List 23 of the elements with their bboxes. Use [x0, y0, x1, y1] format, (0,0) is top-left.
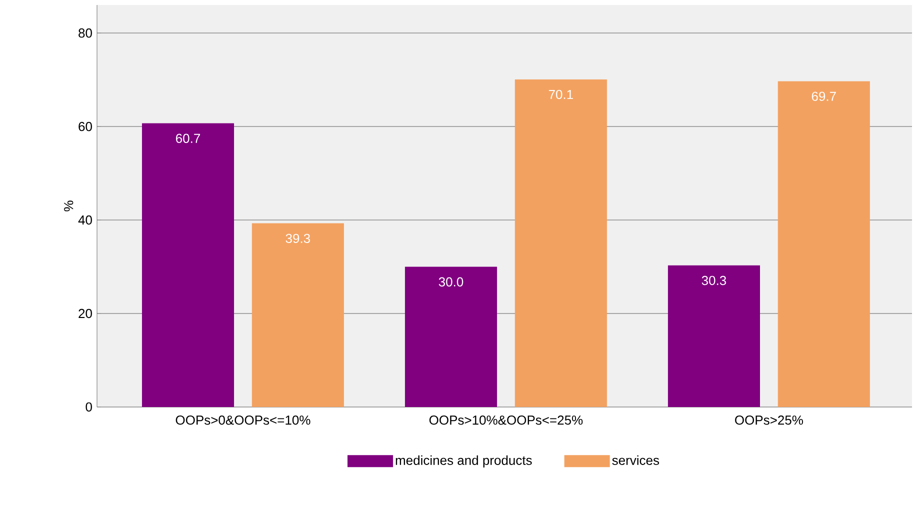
- data-label: 30.3: [702, 276, 726, 286]
- legend-label: medicines and products: [396, 455, 532, 468]
- data-label: 70.1: [548, 90, 573, 100]
- x-tick-label: OOPs>10%&OOPs<=25%: [429, 416, 583, 425]
- y-tick-label: 80: [78, 28, 92, 38]
- bar: [514, 79, 607, 407]
- data-label: 39.3: [286, 234, 310, 244]
- bar: [404, 266, 498, 407]
- y-axis-title: %: [64, 200, 74, 212]
- x-tick-label: OOPs>25%: [735, 416, 803, 425]
- bar: [668, 265, 760, 407]
- y-tick-label: 60: [78, 122, 92, 132]
- y-tick-label: 20: [78, 308, 92, 318]
- data-label: 69.7: [812, 92, 836, 101]
- data-label: 60.7: [176, 134, 200, 143]
- legend-label: services: [612, 455, 660, 465]
- y-tick-label: 40: [78, 215, 92, 225]
- bar: [778, 81, 870, 407]
- data-label: 30.0: [438, 277, 464, 286]
- x-tick-label: OOPs>0&OOPs<=10%: [176, 416, 310, 425]
- bar: [252, 223, 344, 407]
- y-tick-label: 0: [86, 402, 92, 412]
- bar: [142, 123, 234, 407]
